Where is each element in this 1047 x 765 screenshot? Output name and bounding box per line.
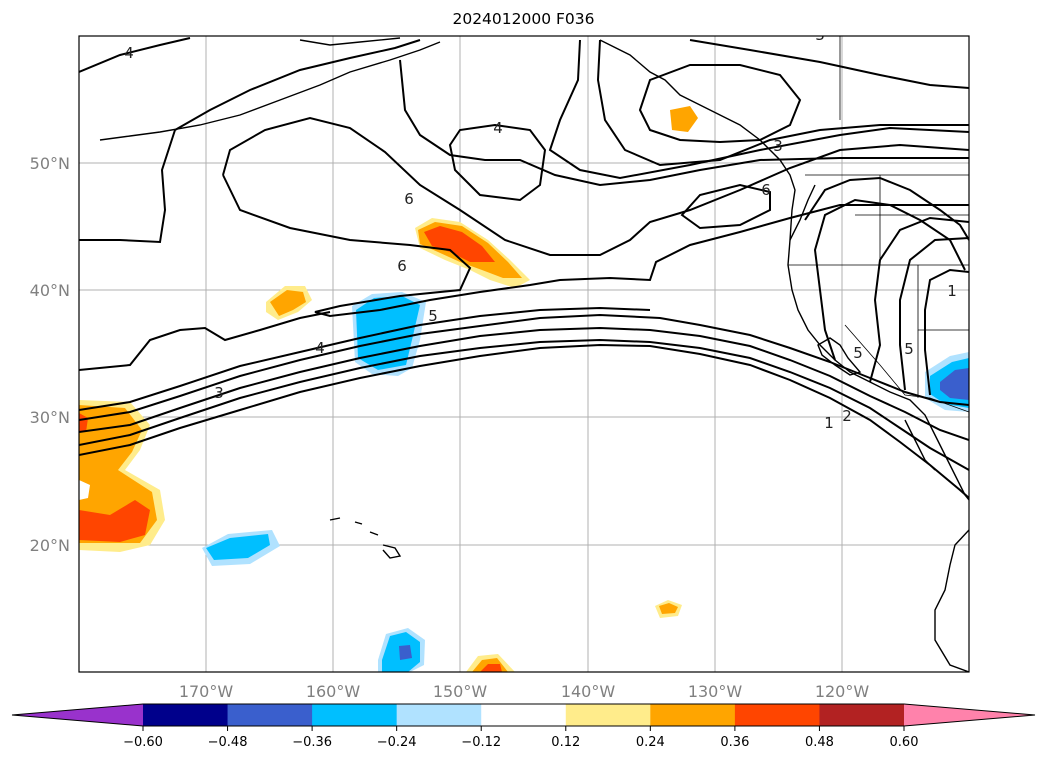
latitude-labels: 50°N 40°N 30°N 20°N	[30, 154, 70, 555]
contour-label-12: 1	[824, 414, 834, 432]
contour-label-9: 5	[853, 344, 863, 362]
lon-label-120w: 120°W	[815, 682, 870, 701]
lat-label-40n: 40°N	[30, 281, 70, 300]
colorbar-extend-max	[904, 704, 1035, 726]
lat-label-50n: 50°N	[30, 154, 70, 173]
colorbar-ticks: −0.60 −0.48 −0.36 −0.24 −0.12 0.12 0.24 0.36 0.4…	[123, 726, 918, 750]
lon-label-160w: 160°W	[306, 682, 361, 701]
lon-label-170w: 170°W	[179, 682, 234, 701]
contour-label-13: 3	[815, 26, 825, 44]
colorbar-segment	[143, 704, 229, 726]
colorbar-segment	[396, 704, 482, 726]
contour-label-5: 6	[761, 181, 771, 199]
contour-label-4: 3	[773, 137, 783, 155]
map-title: 2024012000 F036	[452, 10, 595, 28]
lon-label-150w: 150°W	[433, 682, 488, 701]
colorbar-segment	[819, 704, 905, 726]
contour-labels: 4 4 6 6 3 6 5 4 3 5 5 2 1 3 1	[124, 26, 957, 432]
map-border	[78, 35, 970, 673]
colorbar-tick-label: −0.48	[208, 735, 248, 750]
colorbar-segment	[565, 704, 651, 726]
lat-label-20n: 20°N	[30, 536, 70, 555]
map-area	[79, 36, 969, 672]
contour-label-14: 1	[947, 282, 957, 300]
colorbar-segment	[481, 704, 567, 726]
colorbar-tick-label: −0.24	[377, 735, 417, 750]
colorbar-tick-label: 0.24	[636, 735, 665, 750]
colorbar-segment	[312, 704, 398, 726]
political-borders	[788, 36, 969, 413]
graticule	[79, 36, 969, 672]
contour-label-0: 4	[124, 44, 134, 62]
colorbar-tick-label: 0.36	[720, 735, 749, 750]
contour-label-3: 6	[397, 257, 407, 275]
colorbar-segment	[227, 704, 313, 726]
contour-label-10: 5	[904, 340, 914, 358]
contour-label-1: 4	[493, 119, 503, 137]
coastlines	[99, 37, 969, 672]
colorbar-tick-label: 0.60	[890, 735, 919, 750]
colorbar-tick-label: −0.60	[123, 735, 163, 750]
colorbar	[11, 703, 1036, 727]
colorbar-tick-label: 0.12	[551, 735, 580, 750]
lon-label-130w: 130°W	[688, 682, 743, 701]
filled-anomalies	[79, 106, 969, 672]
contour-label-2: 6	[404, 190, 414, 208]
lat-label-30n: 30°N	[30, 408, 70, 427]
contour-label-8: 3	[214, 384, 224, 402]
contour-label-7: 4	[315, 339, 325, 357]
colorbar-segment	[734, 704, 820, 726]
contour-label-11: 2	[842, 407, 852, 425]
lon-label-140w: 140°W	[561, 682, 616, 701]
contour-label-6: 5	[428, 307, 438, 325]
colorbar-tick-label: 0.48	[805, 735, 834, 750]
contour-lines	[79, 37, 969, 499]
colorbar-segment	[650, 704, 736, 726]
longitude-labels: 170°W 160°W 150°W 140°W 130°W 120°W	[179, 682, 870, 701]
colorbar-tick-label: −0.12	[461, 735, 501, 750]
colorbar-extend-min	[12, 704, 143, 726]
colorbar-tick-label: −0.36	[292, 735, 332, 750]
